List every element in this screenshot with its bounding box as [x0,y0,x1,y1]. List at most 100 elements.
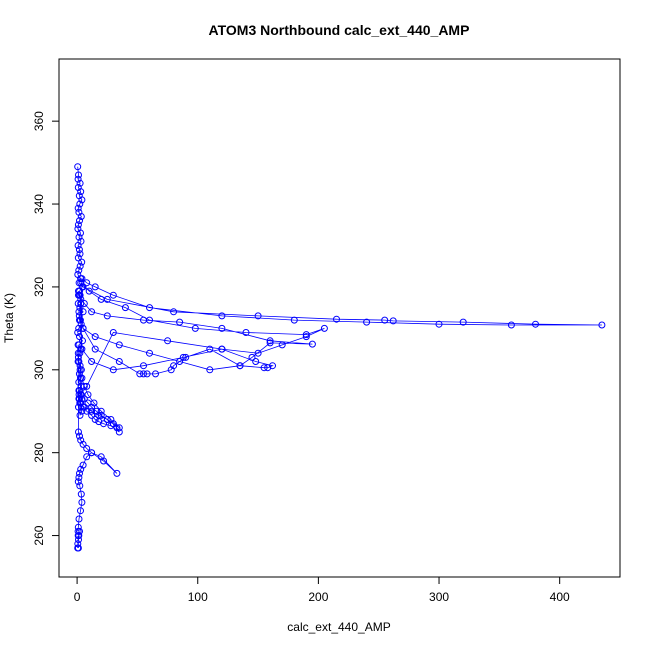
data-point [80,300,88,307]
data-point [252,358,260,365]
data-point [80,395,88,403]
data-point [76,250,84,258]
data-point [236,362,244,370]
x-axis: 0 100 200 300 400 [74,576,570,604]
data-point [74,329,82,336]
data-point [88,308,96,316]
data-point [206,345,214,353]
data-point [83,453,91,461]
data-point [254,349,262,357]
y-tick-label: 300 [32,359,46,379]
data-point [84,391,92,399]
data-point [103,312,111,320]
data-point [598,321,606,329]
data-point [74,523,82,531]
data-point [88,358,96,365]
data-point [152,370,159,378]
data-point [78,345,86,353]
data-point [182,353,190,361]
data-point [76,469,83,477]
data-point [266,339,274,347]
data-point [191,324,199,332]
chart-title: ATOM3 Northbound calc_ext_440_AMP [209,22,470,38]
data-point [75,324,83,332]
data-point [76,362,84,370]
data-point [74,532,82,540]
data-point [97,295,105,303]
data-point [507,321,515,329]
data-point [78,498,86,506]
data-point [75,428,82,436]
data-point [206,366,214,374]
data-point [75,312,83,320]
data-point [95,418,103,426]
y-tick-label: 340 [32,194,46,214]
data-point [109,291,117,299]
data-point [140,316,147,324]
data-point [100,457,108,465]
data-point [389,317,397,325]
data-point [76,411,84,419]
data-point [176,358,184,365]
data-series [74,163,606,552]
data-point [115,424,123,432]
series-line [77,166,602,549]
data-point [115,358,123,365]
data-point [179,353,187,361]
data-point [76,291,83,299]
data-point [75,171,82,179]
data-point [88,449,96,457]
data-point [74,349,82,357]
data-point [78,374,86,382]
data-point [75,474,83,481]
data-point [218,324,226,332]
data-point [75,246,83,254]
data-point [107,416,115,423]
data-point [75,536,82,544]
data-point [77,229,84,237]
data-point [320,324,328,332]
data-point [140,362,147,370]
data-point [115,428,123,436]
data-point [435,320,443,328]
data-point [532,320,539,328]
data-point [76,217,83,225]
data-point [77,490,85,498]
data-point [290,316,298,324]
data-point [79,440,87,448]
data-point [90,399,98,407]
data-point [164,337,172,345]
data-point [302,333,310,341]
data-point [146,349,153,357]
data-point [88,407,96,415]
data-point [78,275,86,283]
x-tick-label: 400 [550,590,570,604]
data-point [266,337,274,345]
data-point [78,258,86,266]
data-point [79,324,87,332]
y-tick-label: 280 [32,442,46,462]
data-point [74,540,82,548]
data-point [76,527,83,535]
data-point [88,411,96,419]
x-tick-label: 300 [429,590,449,604]
data-point [75,266,83,274]
data-point [74,341,82,349]
data-point [260,364,268,372]
data-point [109,329,117,336]
data-point [170,308,178,316]
data-point [76,179,84,187]
data-point [76,200,84,208]
data-point [218,312,226,320]
y-tick-label: 360 [32,111,46,131]
data-point [170,362,178,370]
data-point [74,242,82,249]
data-point [136,370,144,378]
data-point [76,316,83,324]
data-point [77,465,85,473]
data-point [115,341,123,349]
data-point [77,279,85,287]
data-point [176,318,184,326]
data-point [83,445,91,452]
data-point [75,515,83,523]
